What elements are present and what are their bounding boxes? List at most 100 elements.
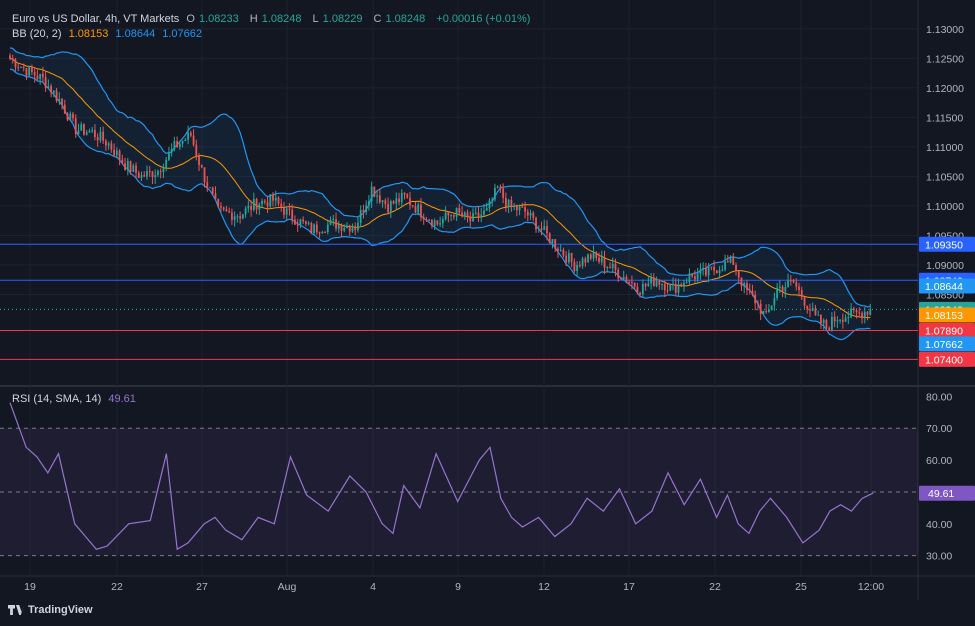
time-tick-label: 9: [455, 581, 461, 593]
candle-body: [488, 200, 491, 209]
bb-legend[interactable]: BB (20, 2) 1.08153 1.08644 1.07662: [12, 28, 206, 40]
candle-body: [757, 303, 759, 305]
candle-body: [228, 211, 231, 213]
candle-body: [439, 223, 442, 225]
symbol-legend[interactable]: Euro vs US Dollar, 4h, VT Markets O 1.082…: [12, 13, 534, 25]
candle-body: [422, 217, 425, 220]
candle-body: [822, 319, 825, 324]
candle-body: [765, 310, 768, 313]
candle-body: [121, 159, 124, 164]
candle-body: [576, 264, 579, 271]
candle-body: [376, 195, 379, 197]
candle-body: [132, 165, 135, 172]
candle-body: [729, 256, 732, 263]
candle-body: [735, 264, 737, 271]
candle-body: [206, 182, 209, 188]
candle-body: [543, 226, 546, 230]
candle-body: [115, 150, 118, 156]
candle-body: [335, 219, 337, 229]
candle-body: [647, 283, 650, 287]
candle-body: [795, 282, 798, 287]
candle-body: [225, 209, 228, 212]
candle-body: [546, 226, 548, 234]
candle-body: [52, 90, 55, 93]
candle-body: [524, 207, 526, 212]
candle-body: [472, 213, 474, 222]
candle-body: [639, 292, 642, 295]
tradingview-brand[interactable]: TradingView: [8, 604, 93, 616]
candle-body: [159, 171, 162, 173]
candle-body: [828, 327, 831, 330]
candle-body: [452, 214, 455, 217]
price-badge-label: 1.09350: [925, 239, 963, 251]
candle-body: [798, 286, 800, 291]
candle-body: [614, 263, 617, 270]
candle-body: [135, 165, 137, 173]
price-tick-label: 1.11000: [926, 142, 963, 154]
candle-body: [855, 310, 858, 313]
candle-body: [321, 232, 324, 234]
price-badge: [919, 307, 975, 323]
candle-body: [631, 281, 633, 283]
candle-body: [157, 171, 159, 176]
candle-body: [691, 273, 694, 277]
candle-body: [209, 187, 211, 189]
candle-body: [548, 233, 551, 243]
bb-basis-value: 1.08153: [68, 28, 109, 40]
time-tick-label: Aug: [278, 581, 297, 593]
candle-body: [800, 290, 803, 298]
price-badge-label: 1.07890: [925, 325, 963, 337]
candle-body: [85, 132, 88, 135]
candle-body: [669, 284, 672, 291]
candle-body: [666, 290, 669, 292]
candle-body: [641, 283, 644, 295]
candle-body: [148, 171, 151, 173]
candle-body: [502, 188, 505, 198]
candle-body: [178, 143, 181, 148]
candle-body: [617, 269, 620, 279]
candle-body: [803, 297, 806, 306]
candle-body: [515, 205, 518, 211]
candle-body: [825, 319, 828, 328]
candle-body: [781, 286, 784, 292]
candle-body: [789, 280, 792, 282]
candle-body: [507, 199, 510, 208]
candle-body: [444, 212, 447, 220]
candle-body: [694, 276, 696, 280]
candle-body: [162, 168, 165, 172]
ohlc-open: O 1.08233: [186, 13, 239, 25]
candle-body: [337, 224, 340, 229]
candle-body: [302, 219, 305, 222]
candle-body: [587, 254, 589, 263]
candle-body: [392, 201, 395, 204]
candle-body: [151, 171, 154, 178]
candle-body: [33, 71, 36, 76]
candle-body: [41, 73, 44, 77]
candle-body: [187, 132, 189, 140]
candle-body: [869, 309, 872, 315]
rsi-legend[interactable]: RSI (14, SMA, 14) 49.61: [12, 393, 140, 405]
candle-body: [743, 283, 746, 287]
candle-body: [211, 187, 214, 194]
candle-body: [409, 197, 411, 206]
candle-body: [406, 194, 409, 198]
candle-body: [214, 193, 217, 199]
candle-body: [398, 198, 400, 203]
candle-body: [699, 269, 702, 274]
candle-body: [96, 136, 99, 141]
candle-body: [551, 239, 554, 243]
candle-body: [124, 163, 126, 171]
candle-body: [236, 216, 239, 218]
candle-body: [494, 187, 496, 200]
candle-body: [389, 201, 392, 213]
price-badge-label: 1.08644: [925, 281, 963, 293]
candle-body: [118, 150, 121, 160]
candle-body: [9, 55, 11, 59]
candle-body: [198, 155, 200, 166]
candle-body: [269, 194, 272, 207]
candle-body: [77, 130, 80, 135]
candle-body: [554, 239, 557, 249]
candle-body: [852, 308, 855, 311]
candle-body: [63, 104, 66, 114]
